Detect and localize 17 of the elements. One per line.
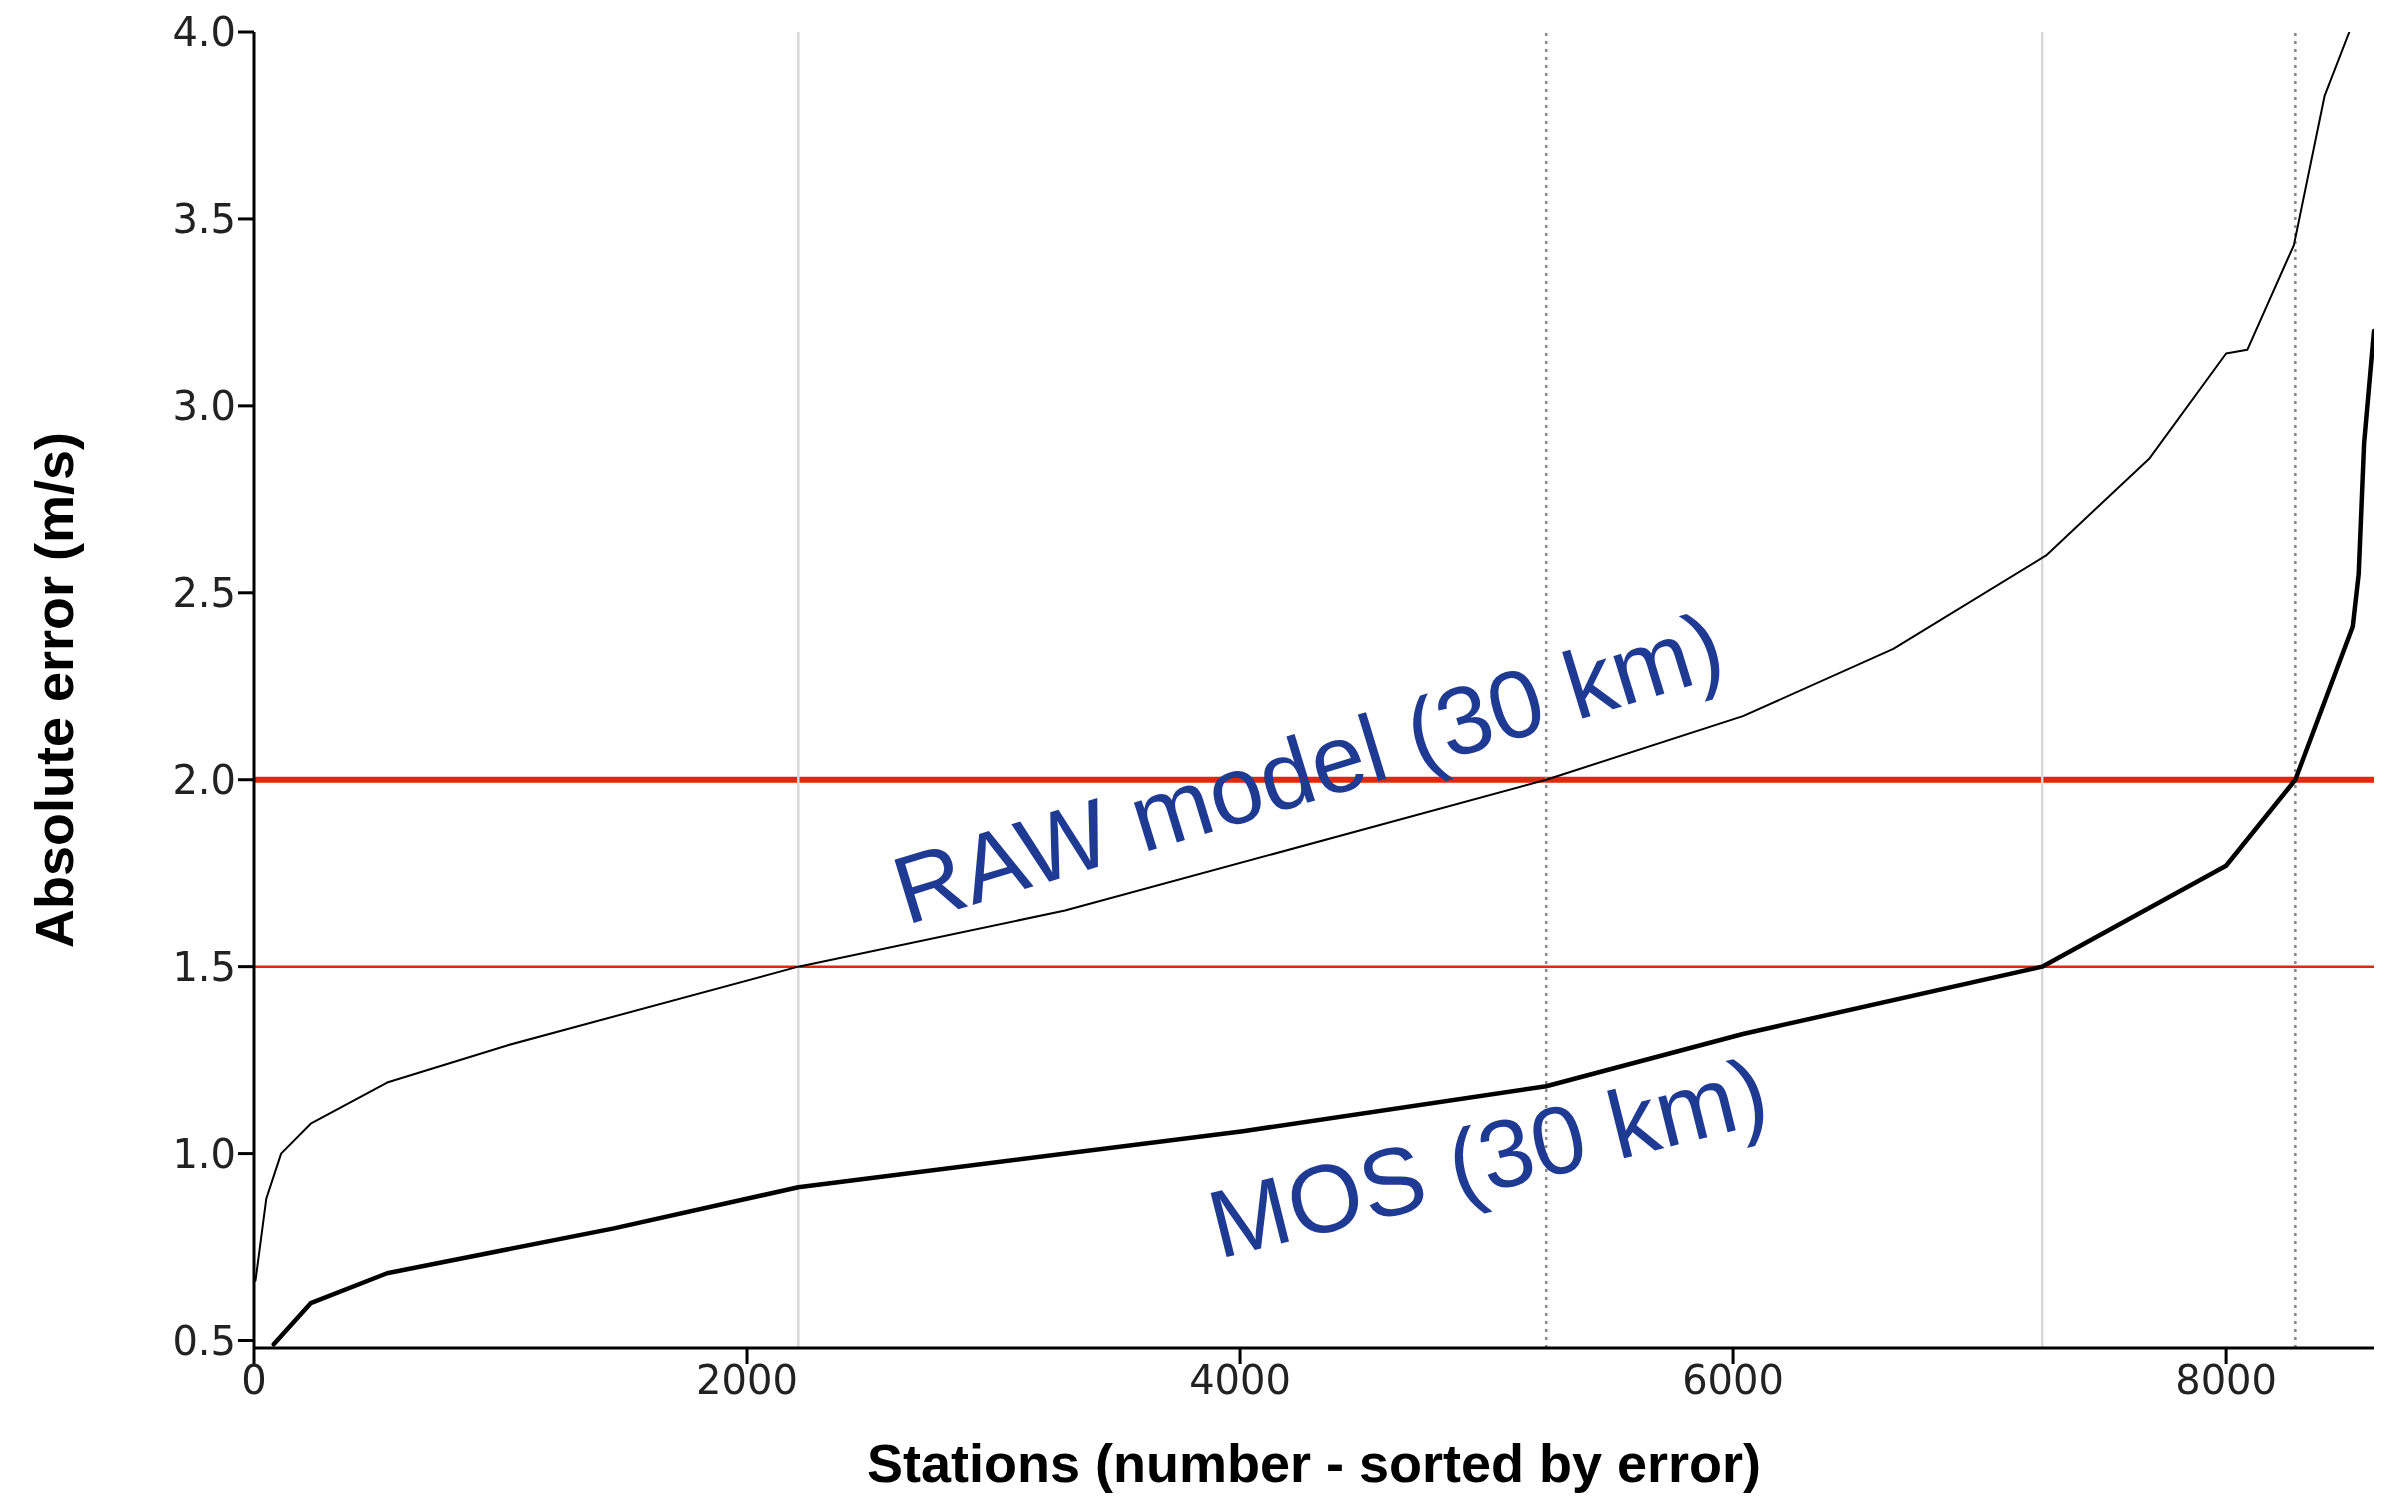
text: MOS (30 km) bbox=[1197, 1035, 1779, 1281]
x-tick-label: 8000 bbox=[2175, 1357, 2277, 1404]
y-axis-title: Absolute error (m/s) bbox=[24, 431, 85, 949]
y-tick-label: 1.0 bbox=[172, 1130, 236, 1177]
x-tick-label: 6000 bbox=[1682, 1357, 1784, 1404]
y-tick-label: 4.0 bbox=[172, 9, 236, 56]
y-tick-label: 3.0 bbox=[172, 383, 236, 430]
x-tick-label: 2000 bbox=[696, 1357, 798, 1404]
y-tick-label: 2.0 bbox=[172, 756, 236, 803]
x-tick-label: 4000 bbox=[1189, 1357, 1291, 1404]
x-tick-label: 0 bbox=[241, 1357, 267, 1404]
y-tick-label: 3.5 bbox=[172, 196, 236, 243]
text: RAW model (30 km) bbox=[880, 589, 1736, 947]
y-tick-label: 1.5 bbox=[172, 943, 236, 990]
y-tick-label: 2.5 bbox=[172, 570, 236, 616]
y-tick-label: 0.5 bbox=[172, 1317, 236, 1364]
x-axis-title: Stations (number - sorted by error) bbox=[866, 1433, 1762, 1493]
